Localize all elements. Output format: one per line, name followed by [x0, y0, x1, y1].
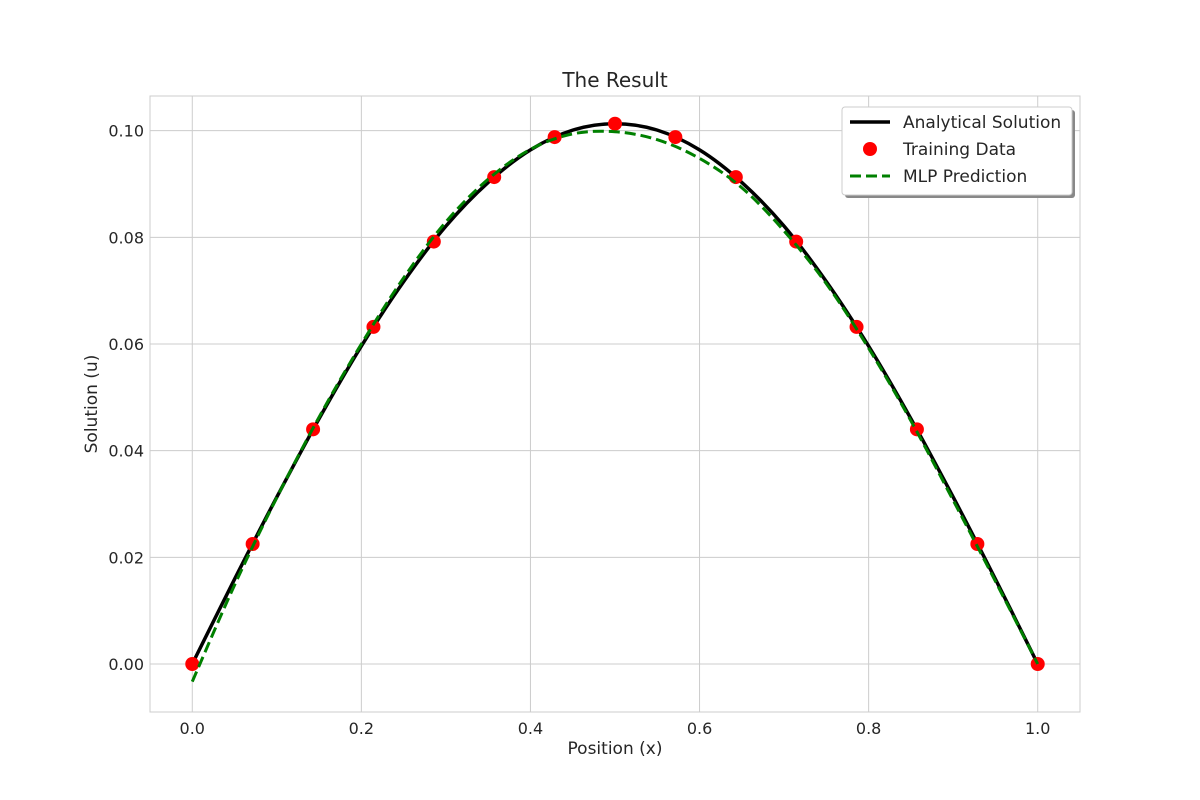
y-tick-label: 0.04 — [108, 442, 144, 461]
y-axis-label: Solution (u) — [82, 355, 102, 454]
training-data-point — [668, 130, 683, 145]
plot-frame — [149, 95, 1081, 713]
legend-training-swatch — [863, 142, 877, 156]
y-tick-label: 0.08 — [108, 228, 144, 247]
y-tick-label: 0.02 — [108, 548, 144, 567]
x-tick-labels: 0.0 0.2 0.4 0.6 0.8 1.0 — [180, 719, 1051, 738]
training-data-point — [487, 170, 502, 185]
mlp-prediction-line — [190, 129, 1040, 683]
x-tick-label: 0.2 — [349, 719, 374, 738]
legend-box — [841, 106, 1073, 196]
x-tick-label: 0.8 — [856, 719, 881, 738]
legend-training-label: Training Data — [902, 140, 1016, 160]
x-tick-label: 1.0 — [1025, 719, 1050, 738]
legend: Analytical Solution Training Data MLP Pred… — [841, 106, 1075, 198]
y-tick-label: 0.00 — [108, 655, 144, 674]
legend-mlp-label: MLP Prediction — [903, 167, 1027, 187]
legend-analytical-label: Analytical Solution — [903, 113, 1061, 133]
x-tick-label: 0.4 — [518, 719, 543, 738]
y-tick-label: 0.10 — [108, 122, 144, 141]
grid — [150, 96, 1080, 712]
y-tick-labels: 0.00 0.02 0.04 0.06 0.08 0.10 — [108, 122, 144, 674]
training-data-point — [608, 116, 622, 131]
x-tick-label: 0.6 — [687, 719, 712, 738]
x-axis-label: Position (x) — [568, 739, 663, 759]
training-data-point — [185, 657, 200, 671]
x-tick-label: 0.0 — [180, 719, 205, 738]
training-data-point — [426, 234, 441, 249]
series-layer — [185, 116, 1045, 683]
y-tick-label: 0.06 — [108, 335, 144, 354]
chart-title: The Result — [561, 68, 668, 92]
training-data-point — [789, 234, 804, 249]
